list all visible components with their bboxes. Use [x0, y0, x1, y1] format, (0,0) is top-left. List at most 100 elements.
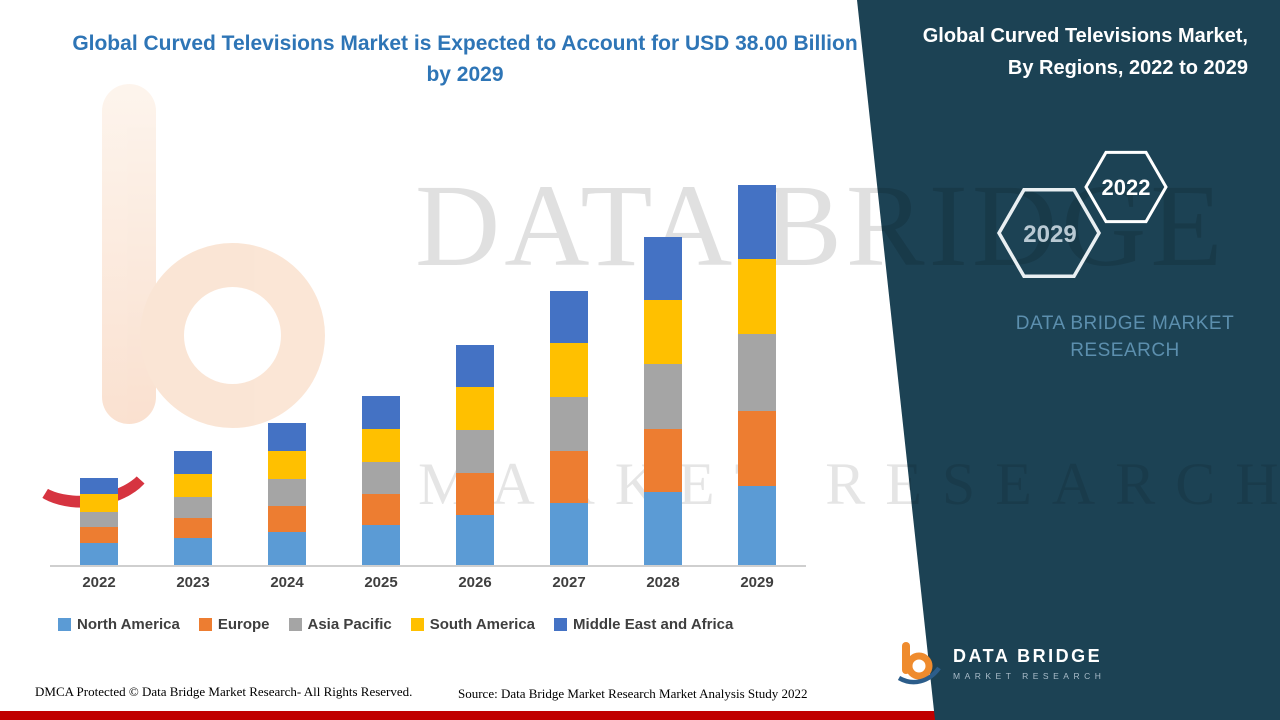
- legend-item-middle-east-and-africa: Middle East and Africa: [554, 616, 733, 633]
- bar-stack-2025: [362, 396, 400, 565]
- legend-swatch: [288, 618, 302, 631]
- bar-segment-2029-north-america: [738, 486, 776, 565]
- legend-label: North America: [77, 616, 180, 633]
- bar-column-2026: [428, 160, 522, 565]
- bottom-red-stripe: [0, 711, 940, 720]
- bar-stack-2023: [174, 451, 212, 565]
- bar-segment-2026-south-america: [456, 387, 494, 430]
- data-bridge-logo-icon: [897, 642, 941, 685]
- x-axis-label-2023: 2023: [176, 574, 210, 591]
- legend-item-europe: Europe: [198, 616, 270, 633]
- bar-segment-2022-middle-east-and-africa: [80, 478, 118, 494]
- x-axis-line: [50, 565, 806, 567]
- bar-segment-2028-north-america: [644, 492, 682, 565]
- chart-legend: North America Europe Asia Pacific South Ame…: [58, 616, 733, 633]
- bar-column-2025: [334, 160, 428, 565]
- bar-column-2024: [240, 160, 334, 565]
- bar-segment-2029-europe: [738, 411, 776, 486]
- hexagon-2029-label: 2029: [1023, 221, 1076, 248]
- bar-segment-2022-north-america: [80, 543, 118, 565]
- legend-label: Europe: [217, 616, 270, 633]
- legend-label: South America: [429, 616, 536, 633]
- logo-text: DATA BRIDGE MARKET RESEARCH: [953, 646, 1105, 681]
- bar-segment-2022-europe: [80, 527, 118, 543]
- bar-chart: [52, 160, 804, 565]
- hexagon-2022-label: 2022: [1102, 175, 1151, 200]
- bar-segment-2022-asia-pacific: [80, 512, 118, 527]
- bar-segment-2023-south-america: [174, 474, 212, 497]
- chart-title: Global Curved Televisions Market is Expe…: [72, 32, 858, 86]
- bar-column-2023: [146, 160, 240, 565]
- bar-segment-2029-middle-east-and-africa: [738, 185, 776, 259]
- legend-swatch: [198, 618, 212, 631]
- legend-item-asia-pacific: Asia Pacific: [288, 616, 392, 633]
- bar-column-2028: [616, 160, 710, 565]
- right-dark-panel: [857, 0, 1280, 720]
- bar-segment-2022-south-america: [80, 494, 118, 512]
- bar-segment-2025-europe: [362, 494, 400, 525]
- x-axis-labels: 2022 2023 2024 2025 2026 2027 2028 2029: [52, 574, 804, 591]
- bar-column-2027: [522, 160, 616, 565]
- bar-segment-2027-middle-east-and-africa: [550, 291, 588, 343]
- bar-stack-2028: [644, 237, 682, 565]
- bar-segment-2027-europe: [550, 451, 588, 503]
- legend-swatch: [410, 618, 424, 631]
- bar-segment-2025-asia-pacific: [362, 462, 400, 494]
- brand-line1: DATA BRIDGE MARKET: [1015, 313, 1235, 334]
- bar-segment-2029-south-america: [738, 259, 776, 334]
- hexagon-2022-outline: [1084, 150, 1168, 224]
- bar-column-2022: [52, 160, 146, 565]
- bar-segment-2028-middle-east-and-africa: [644, 237, 682, 300]
- bar-segment-2023-europe: [174, 518, 212, 538]
- bar-stack-2027: [550, 291, 588, 565]
- brand-line2: RESEARCH: [1070, 340, 1180, 361]
- bar-column-2029: [710, 160, 804, 565]
- bar-segment-2026-middle-east-and-africa: [456, 345, 494, 387]
- bar-segment-2024-north-america: [268, 532, 306, 565]
- bar-segment-2024-south-america: [268, 451, 306, 479]
- bar-segment-2028-europe: [644, 429, 682, 492]
- bar-segment-2023-middle-east-and-africa: [174, 451, 212, 474]
- x-axis-label-2024: 2024: [270, 574, 304, 591]
- bar-segment-2025-middle-east-and-africa: [362, 396, 400, 429]
- right-panel-content: Global Curved Televisions Market, By Reg…: [840, 0, 1280, 720]
- bar-segment-2024-middle-east-and-africa: [268, 423, 306, 451]
- logo-subtitle: MARKET RESEARCH: [953, 670, 1106, 681]
- bar-stack-2022: [80, 478, 118, 565]
- hexagon-2029-outline: [996, 187, 1102, 279]
- x-axis-label-2025: 2025: [364, 574, 398, 591]
- legend-label: Middle East and Africa: [573, 616, 734, 633]
- dmca-notice: DMCA Protected © Data Bridge Market Rese…: [35, 684, 413, 699]
- bar-segment-2023-asia-pacific: [174, 497, 212, 518]
- bar-segment-2026-asia-pacific: [456, 430, 494, 473]
- legend-item-south-america: South America: [410, 616, 536, 633]
- bar-segment-2025-south-america: [362, 429, 400, 462]
- bar-segment-2028-asia-pacific: [644, 364, 682, 429]
- bar-stack-2024: [268, 423, 306, 565]
- bar-stack-2026: [456, 345, 494, 565]
- bar-segment-2025-north-america: [362, 525, 400, 565]
- x-axis-label-2029: 2029: [740, 574, 774, 591]
- bar-segment-2027-south-america: [550, 343, 588, 397]
- legend-item-north-america: North America: [58, 616, 180, 633]
- bar-segment-2024-europe: [268, 506, 306, 532]
- brand-text: DATA BRIDGE MARKET RESEARCH: [985, 310, 1265, 364]
- bar-segment-2028-south-america: [644, 300, 682, 364]
- bar-segment-2023-north-america: [174, 538, 212, 565]
- x-axis-label-2026: 2026: [458, 574, 492, 591]
- bar-segment-2029-asia-pacific: [738, 334, 776, 411]
- logo-name: DATA BRIDGE: [953, 645, 1103, 666]
- bar-stack-2029: [738, 185, 776, 565]
- data-bridge-logo: DATA BRIDGE MARKET RESEARCH: [895, 640, 1105, 686]
- x-axis-label-2028: 2028: [646, 574, 680, 591]
- legend-label: Asia Pacific: [307, 616, 392, 633]
- x-axis-label-2022: 2022: [82, 574, 116, 591]
- bar-segment-2027-asia-pacific: [550, 397, 588, 451]
- bar-segment-2026-europe: [456, 473, 494, 515]
- x-axis-label-2027: 2027: [552, 574, 586, 591]
- legend-swatch: [554, 618, 568, 631]
- bar-segment-2026-north-america: [456, 515, 494, 565]
- source-notice: Source: Data Bridge Market Research Mark…: [458, 686, 808, 701]
- year-hexagons: 2022 2029: [996, 150, 1168, 279]
